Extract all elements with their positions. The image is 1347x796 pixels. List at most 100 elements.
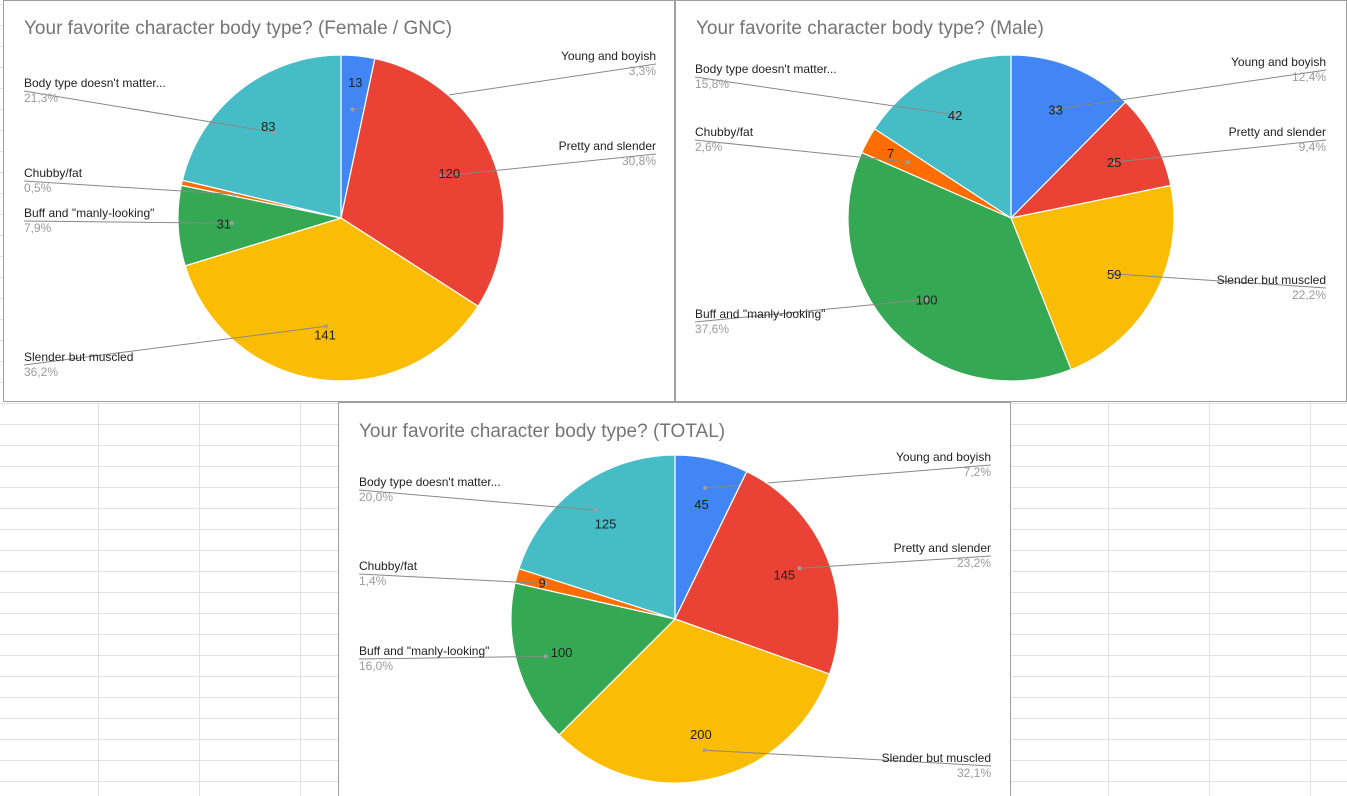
slice-value-label: 45 bbox=[694, 497, 708, 512]
slice-value-label: 25 bbox=[1107, 155, 1121, 170]
chart-male[interactable]: Your favorite character body type? (Male… bbox=[675, 0, 1347, 402]
legend-percent: 22,2% bbox=[1292, 288, 1326, 302]
slice-value-label: 100 bbox=[916, 293, 938, 308]
leader-dot bbox=[1112, 160, 1117, 165]
pie-slice-pretty-and-slender[interactable] bbox=[340, 57, 505, 308]
legend-percent: 7,9% bbox=[24, 221, 52, 235]
leader-dot bbox=[543, 654, 548, 659]
legend-label-slender-but-muscled: Slender but muscled bbox=[24, 350, 133, 364]
legend-percent: 20,0% bbox=[359, 490, 393, 504]
chart-female-gnc[interactable]: Your favorite character body type? (Fema… bbox=[3, 0, 675, 402]
chart-total[interactable]: Your favorite character body type? (TOTA… bbox=[338, 402, 1011, 796]
leader-dot bbox=[797, 566, 802, 571]
pie-slice-young-and-boyish[interactable] bbox=[1010, 54, 1127, 220]
legend-label-chubby-fat: Chubby/fat bbox=[359, 559, 418, 573]
leader-line bbox=[1114, 273, 1327, 289]
leader-dot bbox=[350, 107, 355, 112]
legend-label-slender-but-muscled: Slender but muscled bbox=[882, 751, 991, 765]
legend-label-body-type-doesnt-matter: Body type doesn't matter... bbox=[24, 76, 166, 90]
slice-value-label: 83 bbox=[261, 119, 275, 134]
leader-dot bbox=[439, 174, 444, 178]
legend-label-chubby-fat: Chubby/fat bbox=[695, 125, 754, 139]
leader-line bbox=[694, 139, 908, 163]
leader-dot bbox=[324, 324, 329, 329]
leader-dot bbox=[905, 160, 910, 165]
leader-line bbox=[704, 749, 992, 767]
leader-line bbox=[799, 555, 992, 569]
pie-slice-buff-and-manly-looking[interactable] bbox=[847, 151, 1072, 382]
leader-line bbox=[694, 76, 956, 116]
pie-slice-body-type-doesnt-matter[interactable] bbox=[518, 454, 676, 620]
legend-percent: 21,3% bbox=[24, 91, 58, 105]
legend-percent: 37,6% bbox=[695, 322, 729, 336]
leader-line bbox=[358, 573, 546, 584]
legend-label-young-and-boyish: Young and boyish bbox=[1231, 55, 1326, 69]
leader-line bbox=[23, 220, 232, 224]
leader-dot bbox=[703, 486, 708, 490]
legend-label-young-and-boyish: Young and boyish bbox=[561, 49, 656, 63]
legend-percent: 15,8% bbox=[695, 77, 729, 91]
leader-dot bbox=[271, 130, 276, 135]
legend-percent: 23,2% bbox=[957, 556, 991, 570]
slice-value-label: 7 bbox=[887, 146, 894, 161]
legend-label-buff-and-manly-looking: Buff and "manly-looking" bbox=[695, 307, 825, 321]
leader-dot bbox=[593, 508, 598, 513]
legend-label-body-type-doesnt-matter: Body type doesn't matter... bbox=[359, 475, 501, 489]
leader-dot bbox=[924, 297, 929, 302]
legend-label-pretty-and-slender: Pretty and slender bbox=[559, 139, 656, 153]
legend-percent: 7,2% bbox=[964, 465, 992, 479]
slice-value-label: 200 bbox=[690, 727, 712, 742]
legend-percent: 2,6% bbox=[695, 140, 723, 154]
leader-dot bbox=[229, 221, 234, 226]
slice-value-label: 145 bbox=[773, 567, 795, 582]
leader-line bbox=[23, 325, 327, 366]
pie-slice-buff-and-manly-looking[interactable] bbox=[510, 582, 677, 736]
slice-value-label: 13 bbox=[348, 75, 362, 90]
legend-percent: 32,1% bbox=[957, 766, 991, 780]
leader-line bbox=[358, 655, 546, 660]
legend-percent: 36,2% bbox=[24, 365, 58, 379]
pie-slice-slender-but-muscled[interactable] bbox=[184, 217, 479, 382]
pie-slice-slender-but-muscled[interactable] bbox=[558, 618, 831, 784]
legend-label-chubby-fat: Chubby/fat bbox=[24, 166, 83, 180]
legend-label-body-type-doesnt-matter: Body type doesn't matter... bbox=[695, 62, 837, 76]
pie-slice-pretty-and-slender[interactable] bbox=[1009, 101, 1172, 219]
pie-slice-slender-but-muscled[interactable] bbox=[1010, 184, 1175, 371]
legend-percent: 12,4% bbox=[1292, 70, 1326, 84]
chart-title: Your favorite character body type? (TOTA… bbox=[359, 421, 726, 442]
legend-percent: 30,8% bbox=[622, 154, 656, 168]
leader-dot bbox=[702, 748, 707, 753]
leader-line bbox=[1114, 139, 1327, 163]
pie-slice-pretty-and-slender[interactable] bbox=[674, 470, 840, 675]
pie-slice-body-type-doesnt-matter[interactable] bbox=[181, 54, 342, 219]
slice-value-label: 33 bbox=[1048, 102, 1062, 117]
leader-line bbox=[1055, 69, 1327, 110]
slice-value-label: 59 bbox=[1107, 267, 1121, 282]
legend-label-buff-and-manly-looking: Buff and "manly-looking" bbox=[359, 644, 489, 658]
leader-line bbox=[23, 90, 274, 133]
slice-value-label: 31 bbox=[217, 217, 231, 232]
slice-value-label: 100 bbox=[551, 645, 573, 660]
legend-label-pretty-and-slender: Pretty and slender bbox=[1229, 125, 1326, 139]
pie-slice-body-type-doesnt-matter[interactable] bbox=[873, 54, 1012, 220]
leader-line bbox=[694, 299, 927, 323]
legend-label-slender-but-muscled: Slender but muscled bbox=[1217, 273, 1326, 287]
leader-dot bbox=[1112, 271, 1117, 276]
legend-label-pretty-and-slender: Pretty and slender bbox=[894, 541, 991, 555]
chart-title: Your favorite character body type? (Fema… bbox=[24, 18, 453, 39]
leader-dot bbox=[1053, 107, 1058, 112]
legend-percent: 9,4% bbox=[1299, 140, 1327, 154]
legend-percent: 1,4% bbox=[359, 574, 387, 588]
legend-percent: 16,0% bbox=[359, 659, 393, 673]
slice-value-label: 9 bbox=[538, 576, 545, 591]
legend-label-buff-and-manly-looking: Buff and "manly-looking" bbox=[24, 206, 154, 220]
slice-value-label: 125 bbox=[595, 517, 617, 532]
legend-label-young-and-boyish: Young and boyish bbox=[896, 450, 991, 464]
leader-line bbox=[358, 489, 596, 511]
slice-value-label: 120 bbox=[438, 166, 460, 181]
leader-dot bbox=[543, 581, 548, 586]
chart-title: Your favorite character body type? (Male… bbox=[696, 18, 1044, 39]
